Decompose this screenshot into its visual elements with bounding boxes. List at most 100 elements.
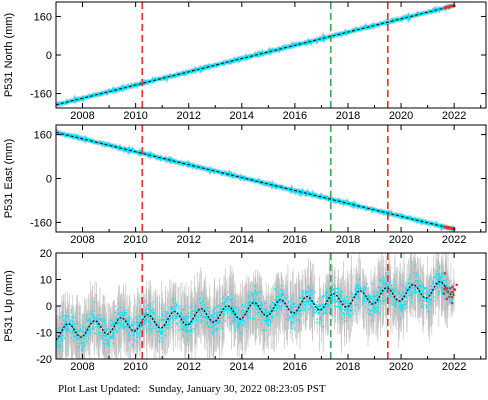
data-point	[438, 275, 440, 278]
data-point	[333, 299, 336, 302]
data-point	[385, 274, 387, 276]
data-point	[430, 302, 432, 304]
data-point	[387, 283, 389, 285]
data-point	[403, 292, 405, 294]
data-point	[72, 320, 74, 323]
data-point	[234, 300, 237, 303]
data-point	[410, 282, 412, 284]
data-point	[305, 291, 307, 293]
data-point	[349, 310, 352, 313]
data-point	[421, 302, 423, 305]
x-tick-label: 2012	[176, 234, 200, 246]
data-point	[443, 291, 445, 293]
data-point	[297, 307, 299, 309]
data-point	[261, 322, 263, 325]
data-point	[122, 321, 125, 323]
data-point	[294, 319, 296, 321]
data-point	[304, 306, 306, 308]
data-point	[75, 328, 78, 331]
data-point	[328, 287, 330, 289]
data-point	[301, 290, 304, 292]
data-point	[248, 300, 251, 303]
data-point	[107, 338, 110, 340]
data-point	[222, 296, 224, 298]
data-point	[394, 300, 397, 302]
data-point	[425, 298, 427, 300]
data-point	[438, 284, 440, 286]
data-point	[335, 306, 337, 308]
data-point	[204, 316, 207, 319]
data-point	[102, 342, 104, 345]
east-panel: 2008 2010 2012 2014 2016 2018 2020 2022-1600160…	[3, 124, 487, 246]
data-point	[108, 328, 111, 331]
data-point	[162, 315, 165, 317]
data-point	[136, 323, 138, 326]
data-point	[185, 330, 188, 333]
data-point	[156, 331, 158, 333]
data-point	[149, 321, 152, 323]
data-point	[124, 327, 126, 329]
data-point	[357, 284, 359, 286]
data-point	[402, 307, 404, 309]
data-point	[112, 320, 114, 323]
data-point	[441, 275, 444, 278]
data-point	[139, 326, 141, 329]
data-point	[61, 328, 63, 330]
data-point	[128, 324, 131, 326]
data-point	[242, 317, 244, 320]
data-point	[325, 305, 327, 307]
data-point	[75, 331, 78, 333]
data-point	[260, 310, 262, 312]
data-point	[406, 300, 408, 303]
data-point	[187, 317, 189, 319]
data-point	[142, 327, 144, 329]
data-point	[208, 311, 210, 313]
data-point	[215, 319, 217, 321]
data-point	[328, 300, 331, 302]
data-point	[380, 287, 382, 289]
data-point	[293, 311, 295, 313]
data-point	[231, 299, 233, 301]
data-point	[361, 298, 364, 300]
data-point	[291, 298, 293, 300]
data-point	[149, 317, 151, 319]
data-point	[184, 317, 187, 319]
data-point	[268, 311, 271, 313]
data-point	[447, 289, 450, 292]
data-point	[137, 315, 140, 317]
data-point	[335, 301, 337, 304]
data-point	[66, 334, 69, 337]
data-point	[125, 321, 128, 324]
data-point	[412, 286, 415, 288]
data-point	[286, 306, 288, 308]
data-point	[81, 330, 83, 332]
data-point	[200, 302, 202, 304]
data-point	[293, 314, 296, 316]
data-point	[97, 314, 100, 316]
data-point	[375, 290, 377, 292]
data-point	[120, 314, 122, 316]
data-point	[402, 295, 405, 297]
data-point	[360, 287, 363, 289]
data-point	[220, 307, 222, 309]
data-point	[364, 286, 366, 289]
data-point	[157, 322, 159, 324]
data-point	[347, 308, 349, 310]
data-point	[424, 288, 426, 290]
data-point	[381, 290, 383, 292]
data-point	[438, 272, 440, 275]
data-point	[197, 306, 199, 309]
data-point	[390, 296, 393, 298]
data-point	[252, 293, 254, 295]
data-point	[343, 316, 346, 319]
data-point	[397, 293, 399, 295]
data-point	[145, 313, 147, 316]
data-point	[121, 312, 124, 314]
data-point	[309, 295, 311, 297]
data-point	[112, 323, 114, 325]
data-point	[403, 296, 405, 299]
data-point	[291, 314, 294, 316]
data-point	[351, 309, 353, 312]
data-point	[354, 296, 357, 298]
data-point	[396, 290, 398, 293]
